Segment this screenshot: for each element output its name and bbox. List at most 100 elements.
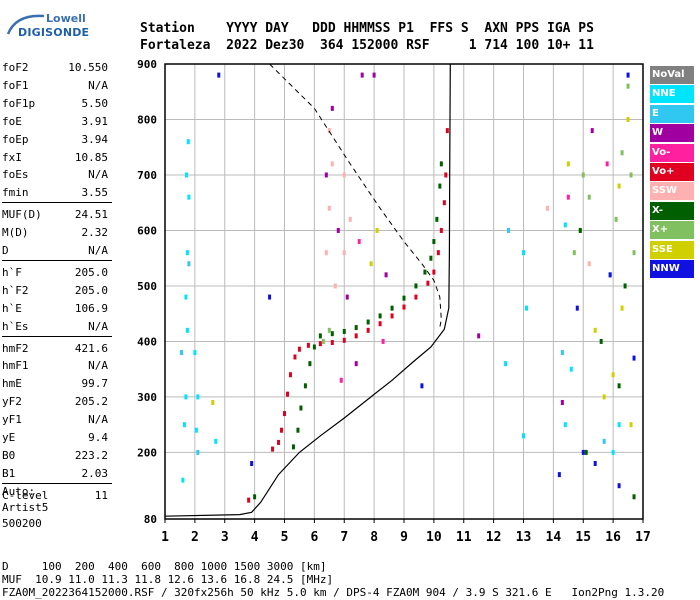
param-row: foEs N/A — [2, 165, 108, 185]
echo-point — [602, 394, 606, 400]
echo-point — [247, 497, 251, 503]
x-tick-label: 16 — [605, 530, 621, 545]
station-header: Station YYYY DAY DDD HHMMSS P1 FFS S AXN… — [140, 20, 594, 54]
echo-point — [327, 205, 331, 211]
echo-point — [348, 216, 352, 222]
echo-point — [336, 227, 340, 233]
legend-item: W — [650, 124, 694, 143]
echo-point — [442, 200, 446, 206]
echo-point — [593, 461, 597, 467]
param-row: hmF2 421.6 — [2, 339, 108, 359]
echo-point — [250, 461, 254, 467]
param-value: 99.7 — [81, 377, 109, 391]
echo-point — [439, 227, 443, 233]
x-tick-label: 15 — [575, 530, 591, 545]
echo-point — [402, 304, 406, 310]
echo-point — [271, 446, 275, 452]
echo-point — [214, 438, 218, 444]
param-row: B1 2.03 — [2, 464, 108, 484]
header-values: Fortaleza 2022 Dez30 364 152000 RSF 1 71… — [140, 38, 594, 53]
echo-point — [330, 331, 334, 337]
echo-point — [196, 449, 200, 455]
echo-point — [378, 321, 382, 327]
param-label: hmF1 — [2, 359, 29, 373]
param-row: M(D) 2.32 — [2, 223, 108, 243]
x-tick-label: 14 — [546, 530, 562, 545]
echo-point — [578, 227, 582, 233]
param-label: foE — [2, 114, 22, 128]
param-value: N/A — [88, 168, 108, 182]
echo-point — [296, 427, 300, 433]
legend-item: NNW — [650, 259, 694, 278]
y-tick-label: 600 — [137, 224, 157, 237]
echo-point — [617, 383, 621, 389]
logo-swoosh-icon — [6, 14, 45, 35]
param-label: fxI — [2, 150, 22, 164]
param-value: 106.9 — [74, 301, 108, 315]
param-row: fmin 3.55 — [2, 183, 108, 203]
echo-point — [504, 361, 508, 367]
param-label: foF2 — [2, 61, 29, 74]
y-tick-label: 800 — [137, 113, 157, 126]
y-tick-label: 500 — [137, 280, 157, 293]
param-row: foF2 10.550 — [2, 58, 108, 78]
echo-point — [196, 394, 200, 400]
param-value: 3.91 — [81, 114, 109, 128]
echo-point — [268, 294, 272, 300]
x-tick-label: 5 — [281, 530, 289, 545]
param-row: hmF1 N/A — [2, 356, 108, 376]
echo-point — [423, 269, 427, 275]
param-separator — [2, 335, 112, 337]
echo-point — [563, 222, 567, 228]
echo-point — [477, 333, 481, 339]
param-row: foEp 3.94 — [2, 130, 108, 150]
echo-point — [184, 394, 188, 400]
echo-point — [324, 172, 328, 178]
echo-point — [432, 239, 436, 245]
echo-point — [614, 216, 618, 222]
logo-text-lowell: Lowell — [46, 12, 86, 25]
echo-point — [560, 399, 564, 405]
echo-point — [420, 383, 424, 389]
echo-point — [253, 494, 257, 500]
param-value: N/A — [88, 78, 108, 92]
legend-item: SSE — [650, 240, 694, 259]
legend-item: X+ — [650, 221, 694, 240]
header-labels: Station YYYY DAY DDD HHMMSS P1 FFS S AXN… — [140, 21, 594, 36]
param-row: fxI 10.85 — [2, 148, 108, 168]
param-value: 10.550 — [68, 61, 108, 74]
x-tick-label: 1 — [161, 530, 169, 545]
echo-point — [507, 227, 511, 233]
echo-point — [184, 294, 188, 300]
echo-point — [590, 128, 594, 134]
echo-point — [217, 72, 221, 78]
param-label: B0 — [2, 448, 16, 462]
param-label: yF1 — [2, 413, 22, 427]
echo-point — [342, 250, 346, 256]
echo-point — [632, 494, 636, 500]
param-separator — [2, 482, 112, 484]
auto-label: Auto: — [2, 485, 36, 498]
echo-point — [587, 261, 591, 267]
echo-point — [381, 338, 385, 344]
x-tick-label: 8 — [370, 530, 378, 545]
param-value: 205.0 — [74, 265, 108, 279]
param-row: foF1p 5.50 — [2, 94, 108, 114]
param-row: h`F2 205.0 — [2, 281, 108, 301]
echo-point — [626, 83, 630, 89]
echo-point — [435, 216, 439, 222]
echo-point — [522, 433, 525, 439]
echo-point — [429, 255, 433, 261]
echo-point — [426, 280, 430, 286]
echo-point — [557, 472, 561, 478]
echo-point — [545, 205, 549, 211]
echo-point — [444, 172, 448, 178]
echo-point — [372, 72, 376, 78]
param-value: 11 — [94, 488, 108, 502]
echo-point — [384, 272, 388, 278]
echo-point — [623, 283, 627, 289]
echo-point — [342, 172, 346, 178]
echo-point — [438, 183, 442, 189]
param-value: 2.32 — [81, 226, 109, 240]
